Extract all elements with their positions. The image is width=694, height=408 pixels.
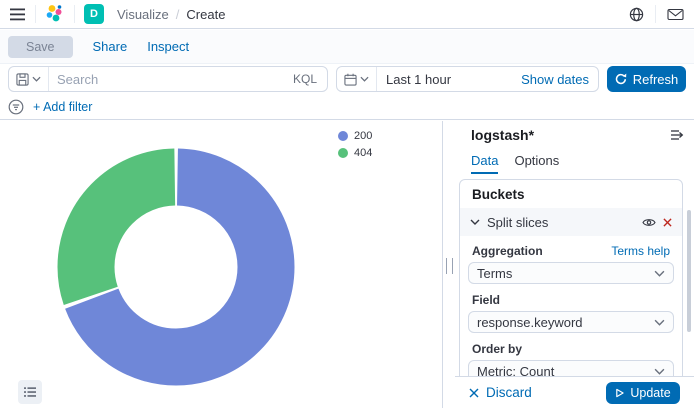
search-input[interactable] — [49, 71, 283, 87]
add-filter-button[interactable]: + Add filter — [33, 99, 93, 114]
share-button[interactable]: Share — [92, 39, 128, 54]
filter-icon — [8, 99, 24, 115]
elastic-logo[interactable] — [45, 4, 65, 24]
globe-icon — [629, 7, 644, 22]
panel-scrollbar-thumb[interactable] — [687, 210, 691, 332]
aggregation-section: Aggregation Terms help Terms — [460, 236, 682, 284]
legend-label: 200 — [354, 130, 373, 142]
buckets-card-viewport: Buckets Split slices — [459, 179, 683, 376]
legend-item-200[interactable]: 200 — [338, 130, 372, 142]
field-label: Field — [472, 293, 501, 307]
breadcrumb-visualize[interactable]: Visualize — [117, 6, 169, 22]
legend-label: 404 — [354, 147, 373, 159]
time-range-button[interactable]: Last 1 hour — [386, 71, 452, 87]
close-x-icon — [663, 217, 672, 227]
panel-header: logstash* — [471, 125, 684, 145]
aggregation-label: Aggregation — [472, 244, 543, 258]
calendar-icon — [344, 73, 357, 86]
save-button[interactable]: Save — [8, 35, 73, 58]
donut-slice-200[interactable] — [57, 148, 295, 386]
top-nav: D Visualize / Create — [0, 0, 694, 29]
collapse-right-icon — [670, 129, 684, 141]
field-select[interactable]: response.keyword — [468, 311, 674, 333]
update-button[interactable]: Update — [606, 381, 680, 404]
inspect-button[interactable]: Inspect — [147, 39, 190, 54]
filter-bar: + Add filter — [0, 94, 694, 120]
nav-divider — [35, 5, 36, 23]
chart-area: 200 404 — [0, 121, 443, 408]
refresh-icon — [615, 73, 627, 85]
order-by-section: Order by Metric: Count — [460, 333, 682, 376]
chevron-down-icon — [470, 219, 480, 225]
index-pattern-title: logstash* — [471, 127, 535, 143]
show-dates-button[interactable]: Show dates — [521, 71, 589, 87]
breadcrumb: Visualize / Create — [117, 7, 225, 22]
buckets-card: Buckets Split slices — [459, 179, 683, 376]
legend-toggle-button[interactable] — [18, 380, 42, 404]
space-avatar-badge[interactable]: D — [84, 4, 104, 24]
help-globe-button[interactable] — [629, 7, 644, 22]
chevron-down-icon — [654, 270, 665, 277]
field-value: response.keyword — [477, 314, 583, 330]
nav-right-actions — [629, 5, 684, 23]
order-by-value: Metric: Count — [477, 363, 555, 377]
collapse-panel-button[interactable] — [670, 129, 684, 141]
order-by-select[interactable]: Metric: Count — [468, 360, 674, 376]
eye-icon — [642, 217, 656, 228]
hamburger-menu-button[interactable] — [10, 8, 26, 21]
nav-divider — [74, 5, 75, 23]
legend-item-404[interactable]: 404 — [338, 147, 372, 159]
mail-icon — [667, 7, 684, 21]
panel-footer: Discard Update — [455, 376, 694, 408]
breadcrumb-create: Create — [186, 6, 226, 22]
list-icon — [24, 386, 36, 398]
chevron-down-icon — [32, 76, 41, 82]
save-query-icon — [16, 72, 29, 86]
visualize-toolbar: Save Share Inspect — [0, 30, 694, 64]
chart-legend: 200 404 — [338, 130, 372, 159]
tab-data[interactable]: Data — [471, 148, 499, 174]
field-section: Field response.keyword — [460, 284, 682, 333]
query-bar: KQL Last 1 hour Show dates Refresh — [0, 64, 694, 94]
play-icon — [615, 388, 625, 398]
update-label: Update — [630, 385, 671, 400]
order-by-label: Order by — [472, 342, 523, 356]
panel-tabs: Data Options — [471, 148, 559, 174]
split-slices-accordion[interactable]: Split slices — [460, 208, 682, 236]
toggle-visibility-button[interactable] — [642, 217, 656, 228]
discard-label: Discard — [486, 385, 532, 400]
query-language-button[interactable]: KQL — [292, 72, 317, 86]
tab-options[interactable]: Options — [514, 148, 559, 174]
filter-options-button[interactable] — [8, 99, 24, 115]
donut-chart — [57, 148, 295, 386]
quick-select-time-button[interactable] — [337, 67, 377, 91]
refresh-label: Refresh — [632, 71, 679, 87]
legend-dot-404 — [338, 148, 348, 158]
close-x-icon — [469, 388, 479, 398]
discard-button[interactable]: Discard — [469, 385, 532, 400]
newsfeed-button[interactable] — [667, 7, 684, 21]
breadcrumb-separator: / — [175, 6, 180, 22]
saved-query-menu-button[interactable] — [9, 67, 49, 91]
donut-slice-404[interactable] — [57, 148, 295, 386]
chevron-down-icon — [360, 76, 369, 82]
legend-dot-200 — [338, 131, 348, 141]
buckets-section-title: Buckets — [472, 187, 525, 202]
split-slices-label: Split slices — [487, 214, 549, 230]
visualization-editor-panel: logstash* Data Options Buckets — [455, 121, 694, 408]
chevron-down-icon — [654, 368, 665, 375]
panel-resizer-handle[interactable] — [446, 258, 453, 274]
hamburger-icon — [10, 8, 26, 21]
remove-bucket-button[interactable] — [663, 217, 672, 227]
nav-divider — [655, 5, 656, 23]
date-picker: Last 1 hour Show dates — [336, 66, 599, 92]
aggregation-value: Terms — [477, 265, 513, 281]
refresh-button[interactable]: Refresh — [607, 66, 686, 92]
search-bar: KQL — [8, 66, 328, 92]
aggregation-select[interactable]: Terms — [468, 262, 674, 284]
main-content: 200 404 logstash* — [0, 121, 694, 408]
terms-help-link[interactable]: Terms help — [611, 244, 670, 258]
chevron-down-icon — [654, 319, 665, 326]
